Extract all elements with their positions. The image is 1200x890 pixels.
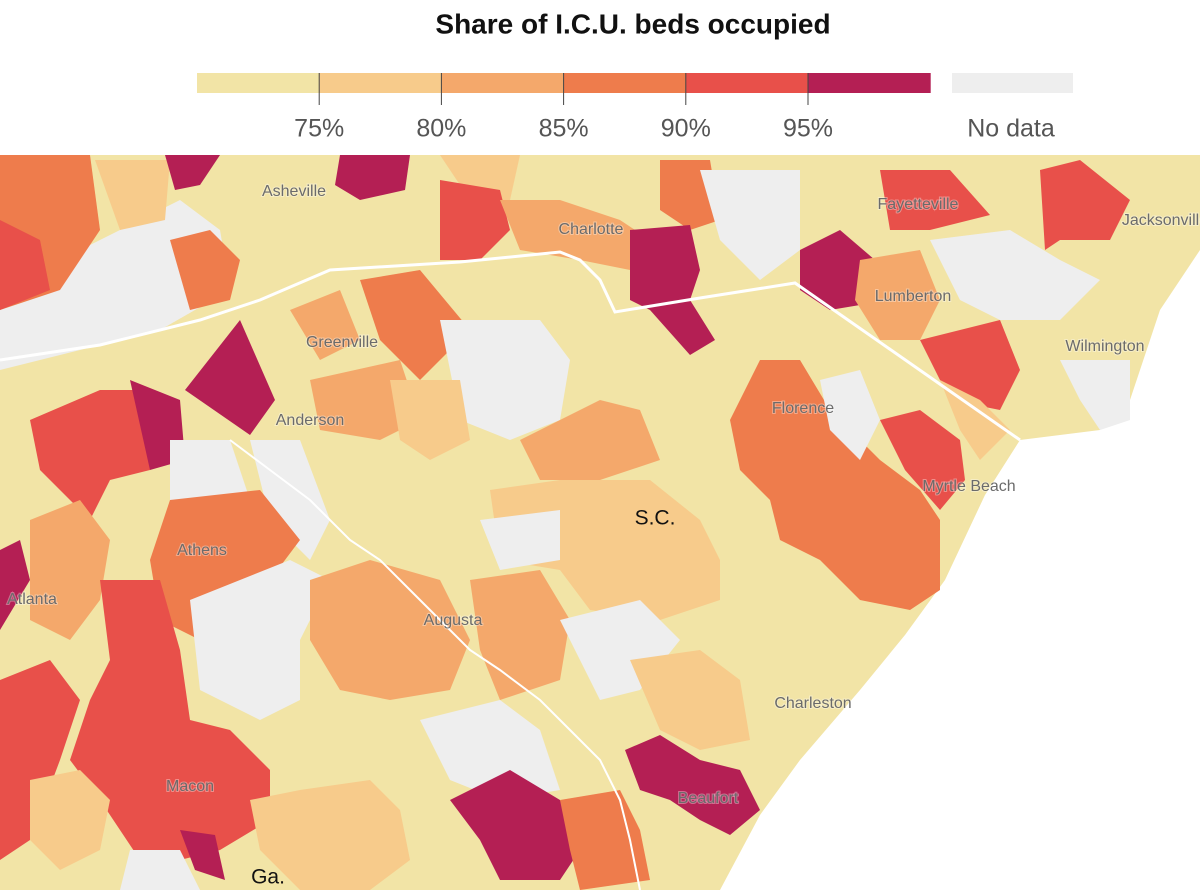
title: Share of I.C.U. beds occupied: [435, 8, 830, 39]
city-label: Asheville: [262, 183, 326, 200]
city-label: Charlotte: [559, 221, 624, 238]
legend-swatch: [808, 73, 931, 93]
legend-label: 90%: [661, 115, 711, 143]
no-data-swatch: [952, 73, 1073, 93]
city-label: Wilmington: [1065, 338, 1144, 355]
state-label: Ga.: [251, 866, 285, 889]
city-label: Florence: [772, 400, 834, 417]
state-borders: [0, 250, 1021, 890]
map: [0, 155, 1200, 890]
city-label: Beaufort: [678, 790, 739, 807]
city-label: Myrtle Beach: [922, 478, 1015, 495]
labels: Asheville Charlotte Fayetteville Jacksonvil…: [6, 182, 1200, 889]
city-label: Augusta: [424, 612, 483, 629]
legend-swatch: [197, 73, 320, 93]
city-label: Fayetteville: [878, 196, 959, 213]
legend: 75% 80% 85% 90% 95% No data: [197, 73, 1073, 143]
city-label: Jacksonville: [1122, 212, 1200, 229]
legend-label: 95%: [783, 115, 833, 143]
city-label: Lumberton: [875, 288, 952, 305]
state-label: S.C.: [635, 507, 676, 530]
legend-swatch: [319, 73, 442, 93]
city-label: Atlanta: [7, 591, 57, 608]
legend-label: 85%: [539, 115, 589, 143]
legend-label: 75%: [294, 115, 344, 143]
legend-swatch: [563, 73, 687, 93]
legend-label: 80%: [416, 115, 466, 143]
city-label: Macon: [166, 778, 214, 795]
city-label: Anderson: [276, 412, 345, 429]
no-data-label: No data: [967, 115, 1055, 143]
city-label: Greenville: [306, 334, 378, 351]
legend-swatch: [441, 73, 565, 93]
city-label: Athens: [177, 542, 227, 559]
legend-swatch: [685, 73, 809, 93]
city-label: Charleston: [774, 695, 851, 712]
